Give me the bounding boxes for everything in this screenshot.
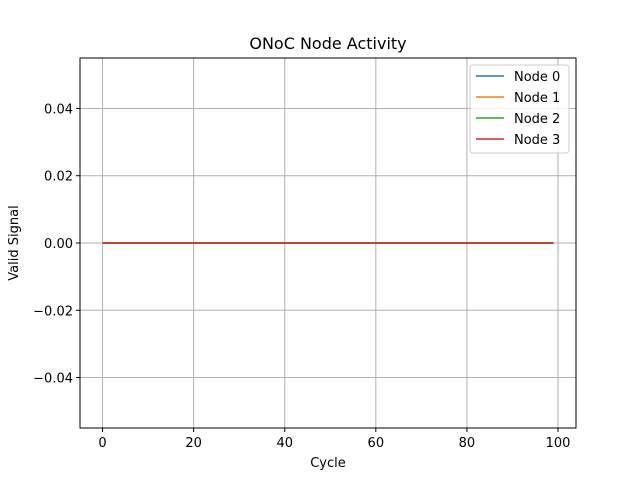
x-tick-label: 0 bbox=[98, 436, 106, 451]
legend-label-node-3: Node 3 bbox=[514, 133, 560, 148]
y-axis-ticks: −0.04 −0.02 0.00 0.02 0.04 bbox=[33, 102, 80, 387]
chart-title: ONoC Node Activity bbox=[249, 34, 406, 53]
x-tick-label: 40 bbox=[276, 436, 293, 451]
legend-label-node-2: Node 2 bbox=[514, 112, 560, 127]
y-tick-label: 0.02 bbox=[44, 170, 73, 185]
y-tick-label: −0.04 bbox=[33, 372, 73, 387]
x-tick-label: 100 bbox=[546, 436, 571, 451]
y-tick-label: −0.02 bbox=[33, 304, 73, 319]
y-axis-label: Valid Signal bbox=[7, 205, 22, 280]
y-tick-label: 0.04 bbox=[44, 102, 73, 117]
x-tick-label: 20 bbox=[185, 436, 202, 451]
y-tick-label: 0.00 bbox=[44, 237, 73, 252]
legend-label-node-1: Node 1 bbox=[514, 91, 560, 106]
x-axis-ticks: 0 20 40 60 80 100 bbox=[98, 428, 570, 451]
x-tick-label: 60 bbox=[368, 436, 385, 451]
legend-box bbox=[469, 64, 570, 154]
x-tick-label: 80 bbox=[459, 436, 476, 451]
legend: Node 0 Node 1 Node 2 Node 3 bbox=[469, 64, 570, 154]
x-axis-label: Cycle bbox=[310, 456, 346, 471]
legend-label-node-0: Node 0 bbox=[514, 70, 560, 85]
